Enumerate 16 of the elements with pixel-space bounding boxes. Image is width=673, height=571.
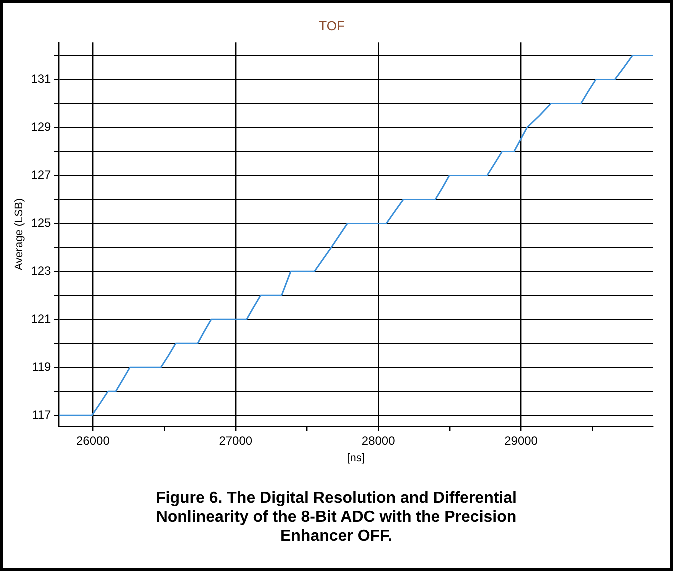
y-tick-label: 127 xyxy=(31,168,52,182)
x-tick-label: 29000 xyxy=(504,434,538,448)
y-axis-title: Average (LSB) xyxy=(14,198,26,270)
x-tick-label: 26000 xyxy=(76,434,110,448)
y-tick-label: 129 xyxy=(31,120,52,134)
x-axis-title: [ns] xyxy=(347,452,365,464)
y-tick-label: 125 xyxy=(31,216,52,230)
y-tick-label: 131 xyxy=(31,72,52,86)
y-tick-label: 121 xyxy=(31,312,52,326)
y-tick-label: 119 xyxy=(32,360,52,374)
chart-title: TOF xyxy=(319,18,345,34)
x-tick-label: 28000 xyxy=(362,434,396,448)
y-tick-label: 123 xyxy=(31,264,52,278)
caption: Figure 6. The Digital Resolution and Differential Nonlinearity of the 8-Bit ADC with the Precision Enhancer OFF. xyxy=(155,489,518,546)
x-tick-label: 27000 xyxy=(219,434,253,448)
y-tick-label: 117 xyxy=(32,408,52,422)
